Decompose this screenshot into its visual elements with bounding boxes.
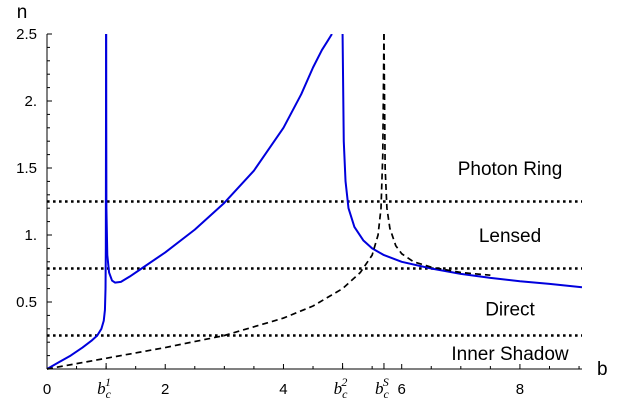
special-tick-label-0: bc1	[97, 375, 112, 401]
region-label-0: Photon Ring	[458, 159, 563, 180]
series-0-segment-1	[105, 34, 333, 284]
y-axis-label: n	[17, 2, 28, 23]
series-1-segment-0	[47, 34, 385, 370]
x-tick-label-3: 6	[398, 381, 406, 398]
series-0-segment-0	[47, 34, 108, 370]
y-tick-label-1: 1.	[24, 227, 37, 244]
series-layer	[47, 34, 582, 370]
x-tick-label-0: 0	[43, 381, 51, 398]
labels: 0 2 4 6 8 0.5 1. 1.5 2. 2.5 bc1 bc2 bcS Photon Ring Le…	[16, 26, 569, 401]
y-tick-label-4: 2.5	[16, 26, 37, 43]
region-label-3: Inner Shadow	[451, 344, 569, 365]
x-tick-label-1: 2	[161, 381, 169, 398]
y-tick-label-2: 1.5	[16, 160, 37, 177]
x-axis-label: b	[597, 359, 608, 380]
reference-lines	[47, 200, 582, 337]
x-tick-label-4: 8	[516, 381, 524, 398]
region-label-2: Direct	[485, 300, 535, 321]
y-tick-label-3: 2.	[24, 93, 37, 110]
y-tick-label-0: 0.5	[16, 294, 37, 311]
region-label-1: Lensed	[479, 226, 541, 247]
ticks	[46, 33, 580, 369]
special-tick-label-2: bcS	[375, 375, 390, 401]
series-0-segment-2	[341, 34, 582, 289]
special-tick-label-1: bc2	[334, 375, 349, 401]
x-tick-label-2: 4	[279, 381, 287, 398]
series-1-segment-1	[383, 34, 491, 277]
